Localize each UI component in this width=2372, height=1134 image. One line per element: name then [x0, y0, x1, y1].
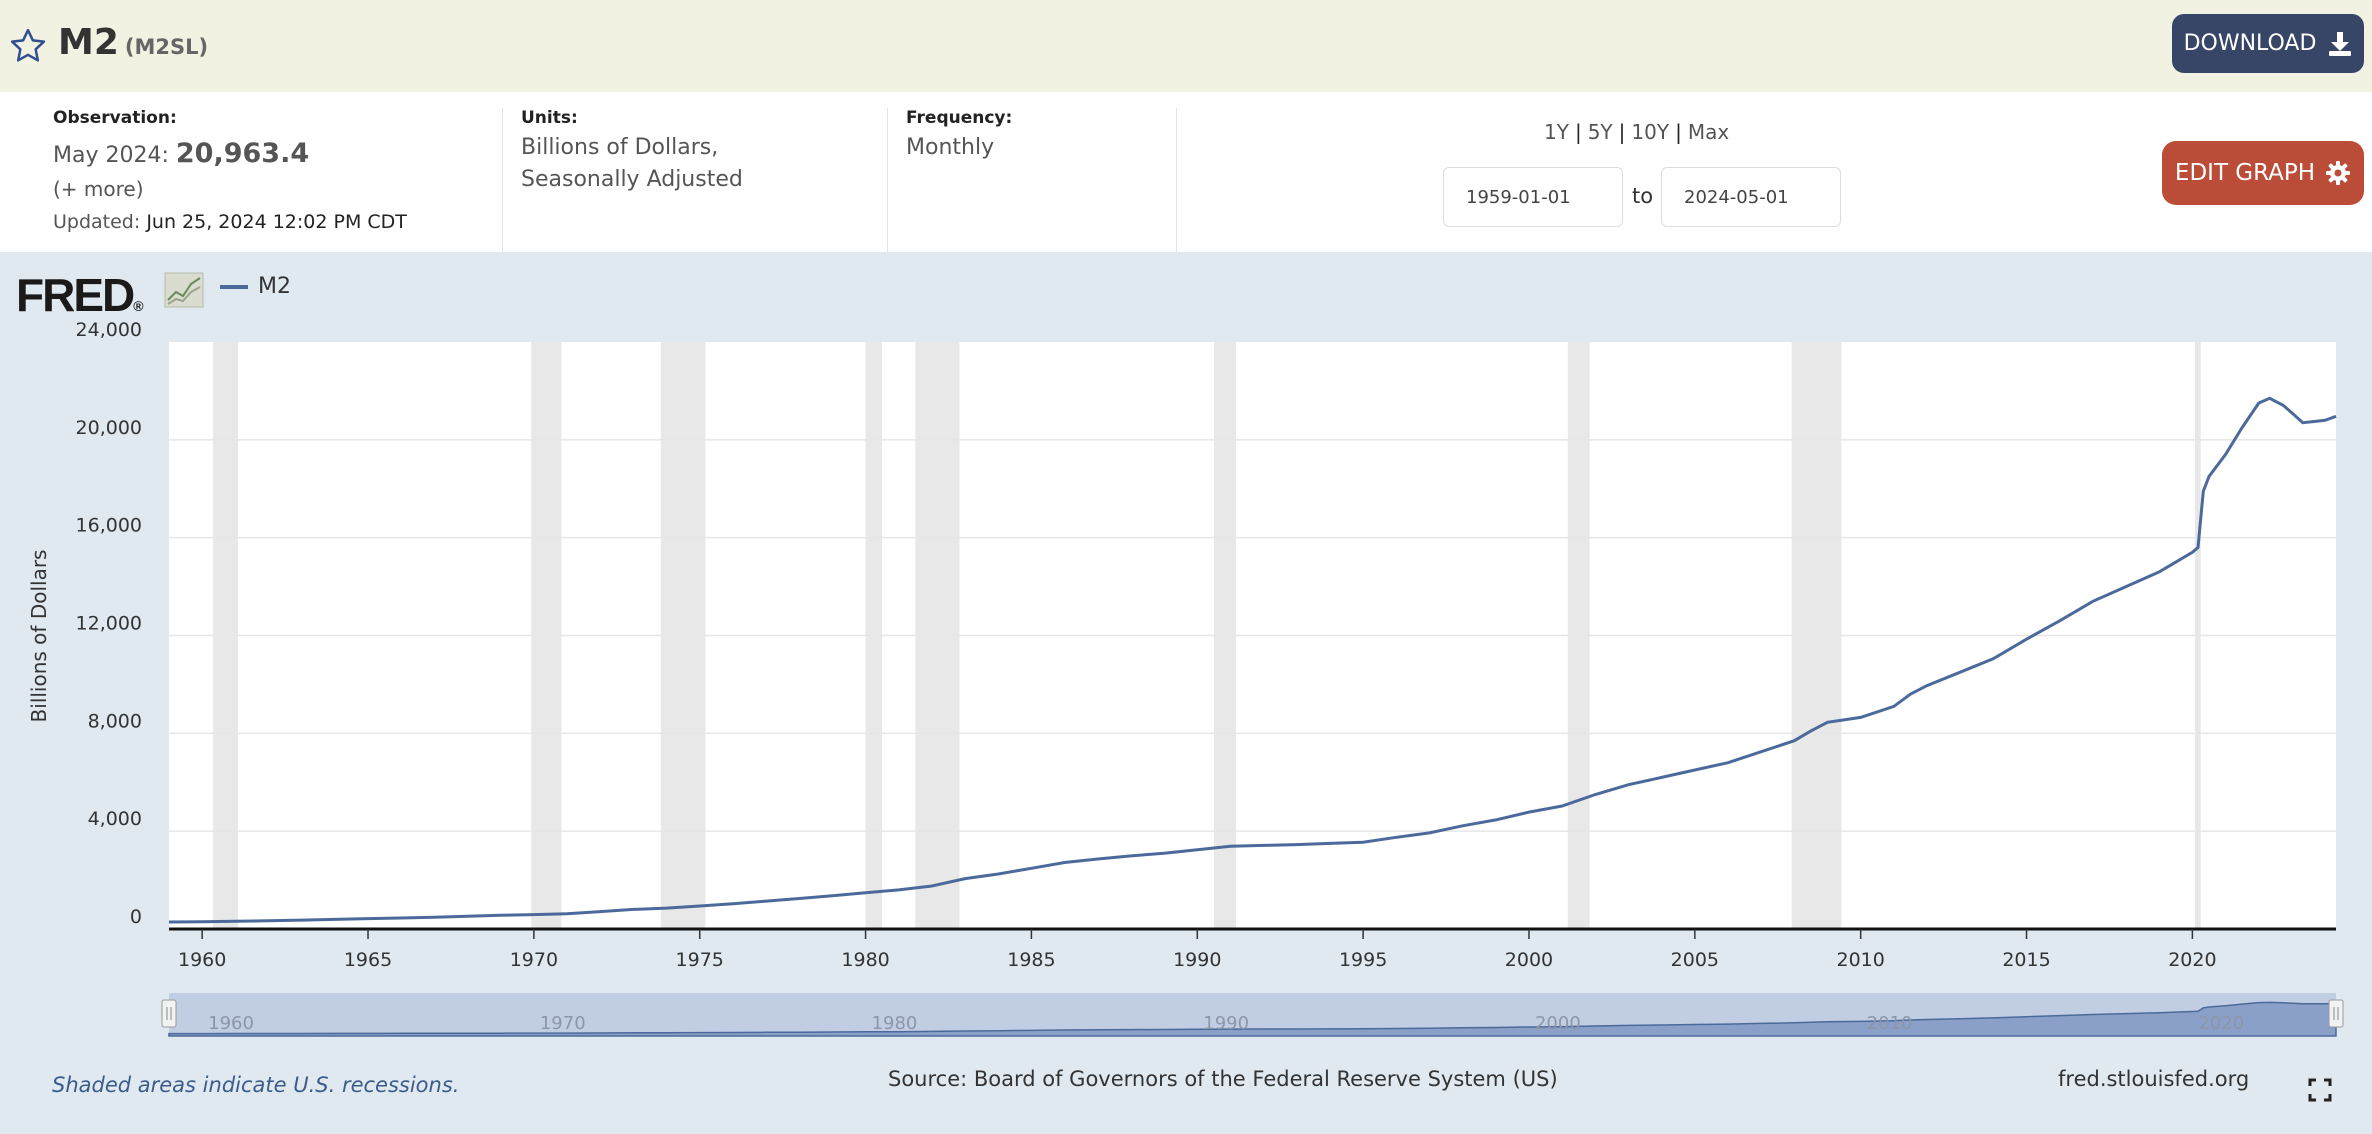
navigator-ticks: 1960 1970 1980 1990 2000 2010 2020 [208, 1013, 2244, 1034]
navigator-tick-label: 2000 [1535, 1013, 1581, 1034]
legend-swatch [220, 284, 248, 289]
x-tick-label: 1975 [676, 949, 724, 971]
x-tick-label: 1985 [1007, 949, 1055, 971]
navigator-series-area [168, 1001, 2337, 1037]
observation-period: May 2024: [53, 143, 169, 168]
units-value: Billions of Dollars, Seasonally Adjusted [521, 132, 743, 196]
recession-note: Shaded areas indicate U.S. recessions. [52, 1073, 460, 1097]
navigator-left-handle[interactable] [161, 999, 177, 1028]
series-id: (M2SL) [124, 35, 209, 59]
navigator-tick-label: 1970 [540, 1013, 586, 1034]
y-tick-label: 4,000 [88, 808, 142, 830]
download-label: DOWNLOAD [2183, 31, 2317, 56]
edit-graph-button[interactable]: EDIT GRAPH [2162, 141, 2364, 205]
observation-value: 20,963.4 [175, 138, 310, 169]
y-axis-ticks: 0 4,000 8,000 12,000 16,000 20,000 24,000 [76, 319, 142, 928]
star-outline-icon[interactable] [8, 26, 48, 66]
units-line-2: Seasonally Adjusted [521, 167, 743, 192]
fred-chart-logo-icon [164, 272, 204, 308]
observation-block: Observation: May 2024: 20,963.4 (+ more)… [53, 108, 407, 252]
y-tick-label: 0 [130, 906, 142, 928]
x-tick-label: 2000 [1505, 949, 1553, 971]
date-range-shortcuts: 1Y | 5Y | 10Y | Max [1544, 120, 1729, 144]
x-tick-label: 2010 [1836, 949, 1884, 971]
navigator-tick-label: 1990 [1203, 1013, 1249, 1034]
units-line-1: Billions of Dollars, [521, 135, 719, 160]
fullscreen-icon[interactable] [2308, 1078, 2332, 1102]
range-separator: | [1675, 120, 1682, 144]
range-5y-link[interactable]: 5Y [1587, 120, 1613, 144]
range-1y-link[interactable]: 1Y [1544, 120, 1569, 144]
series-metadata: Observation: May 2024: 20,963.4 (+ more)… [0, 92, 2372, 252]
x-tick-label: 1970 [510, 949, 558, 971]
x-tick-label: 1980 [841, 949, 889, 971]
y-tick-label: 16,000 [76, 515, 142, 537]
range-separator: | [1574, 120, 1582, 144]
meta-divider [502, 108, 503, 252]
gridlines [169, 439, 2336, 832]
download-button[interactable]: DOWNLOAD [2172, 14, 2364, 73]
x-tick-label: 1960 [178, 949, 226, 971]
navigator-tick-label: 1980 [872, 1013, 918, 1034]
edit-graph-label: EDIT GRAPH [2174, 160, 2316, 186]
series-line-m2 [168, 396, 2337, 924]
frequency-label: Frequency: [906, 108, 1013, 128]
m2-line-chart[interactable]: 0 4,000 8,000 12,000 16,000 20,000 24,000 Bill… [0, 310, 2372, 1050]
meta-divider [887, 108, 888, 252]
download-icon [2329, 31, 2352, 56]
navigator-tick-label: 2010 [1867, 1013, 1913, 1034]
navigator-tick-label: 1960 [208, 1013, 254, 1034]
x-tick-label: 2005 [1671, 949, 1719, 971]
page-title: M2 (M2SL) [58, 22, 208, 63]
observation-label: Observation: [53, 108, 177, 128]
gear-icon [2326, 161, 2351, 185]
chart-legend: M2 [220, 274, 291, 299]
frequency-value: Monthly [906, 135, 995, 160]
y-tick-label: 12,000 [76, 613, 142, 635]
range-separator: | [1618, 120, 1626, 144]
y-tick-label: 8,000 [88, 710, 142, 732]
navigator-tick-label: 2020 [2198, 1013, 2244, 1034]
source-citation: Source: Board of Governors of the Federa… [888, 1067, 1558, 1091]
updated-value: Jun 25, 2024 12:02 PM CDT [146, 211, 407, 233]
x-axis-ticks: 1960 1965 1970 1975 1980 1985 1990 1995 2000 2005… [178, 929, 2217, 971]
units-block: Units: Billions of Dollars, Seasonally A… [521, 108, 743, 252]
x-tick-label: 2015 [2002, 949, 2050, 971]
fred-logo[interactable]: FRED® [16, 269, 144, 321]
to-label: to [1632, 184, 1654, 208]
x-tick-label: 1995 [1339, 949, 1387, 971]
x-tick-label: 1990 [1173, 949, 1221, 971]
site-link[interactable]: fred.stlouisfed.org [2058, 1067, 2250, 1091]
series-title-text: M2 [58, 22, 119, 63]
updated-line: Updated: Jun 25, 2024 12:02 PM CDT [53, 211, 407, 233]
more-observations-link[interactable]: (+ more) [53, 177, 144, 201]
y-tick-label: 20,000 [76, 417, 142, 439]
series-header: M2 (M2SL) DOWNLOAD [0, 0, 2372, 92]
range-max-link[interactable]: Max [1687, 120, 1730, 144]
updated-label: Updated: [53, 211, 141, 233]
legend-label: M2 [258, 274, 291, 299]
meta-divider [1176, 108, 1177, 252]
frequency-block: Frequency: Monthly [906, 108, 1012, 252]
end-date-input[interactable] [1661, 167, 1841, 227]
start-date-input[interactable] [1443, 167, 1623, 227]
navigator-right-handle[interactable] [2328, 999, 2344, 1028]
range-10y-link[interactable]: 10Y [1631, 120, 1670, 144]
x-tick-label: 1965 [344, 949, 392, 971]
y-tick-label: 24,000 [76, 319, 142, 341]
x-tick-label: 2020 [2168, 949, 2216, 971]
units-label: Units: [521, 108, 578, 128]
observation-line: May 2024: 20,963.4 [53, 138, 407, 169]
y-axis-label: Billions of Dollars [27, 550, 51, 723]
